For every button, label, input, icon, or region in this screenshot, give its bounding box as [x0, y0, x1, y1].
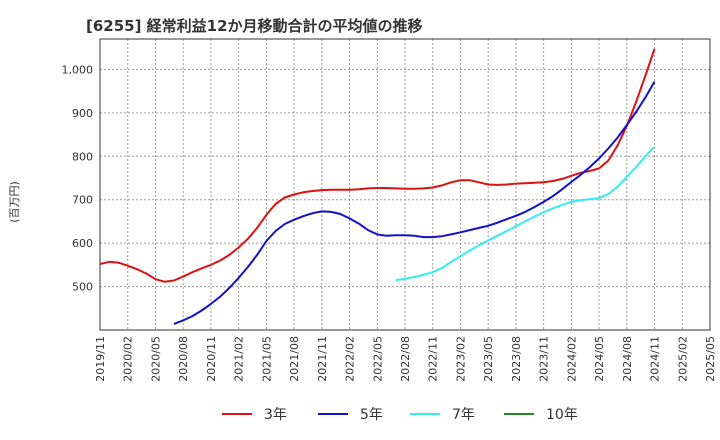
x-tick-label: 2022/08 — [399, 336, 412, 382]
x-tick-label: 2021/02 — [233, 336, 246, 382]
x-tick-label: 2020/02 — [122, 336, 135, 382]
x-tick-label: 2021/11 — [316, 336, 329, 382]
x-tick-label: 2024/08 — [621, 336, 634, 382]
series-lines — [99, 48, 656, 325]
x-tick-label: 2020/05 — [149, 336, 162, 382]
chart-title: [6255] 経常利益12か月移動合計の平均値の推移 — [86, 17, 423, 35]
x-tick-label: 2020/08 — [177, 336, 190, 382]
plot-frame — [99, 38, 711, 331]
legend-label-1: 3年 — [264, 407, 287, 423]
x-tick-label: 2022/05 — [371, 336, 384, 382]
x-tick-label: 2023/02 — [454, 336, 467, 382]
y-tick-label: 500 — [72, 281, 93, 294]
x-tick-label: 2021/05 — [260, 336, 273, 382]
y-axis-label: (百万円) — [8, 181, 21, 223]
y-tick-label: 800 — [72, 150, 93, 163]
y-tick-label: 1,000 — [62, 63, 94, 76]
y-tick-label: 700 — [72, 194, 93, 207]
x-tick-label: 2024/05 — [593, 336, 606, 382]
x-tick-label: 2020/11 — [205, 336, 218, 382]
y-tick-label: 900 — [72, 107, 93, 120]
x-tick-label: 2023/08 — [510, 336, 523, 382]
x-tick-label: 2024/02 — [565, 336, 578, 382]
x-tick-label: 2023/05 — [482, 336, 495, 382]
legend-label-4: 10年 — [546, 407, 578, 423]
x-tick-label: 2022/11 — [427, 336, 440, 382]
y-tick-labels: 500 600 700 800 900 1,000 — [62, 63, 94, 293]
x-tick-label: 2022/02 — [344, 336, 357, 382]
x-tick-label: 2025/05 — [704, 336, 717, 382]
legend: 3年 5年 7年 10年 — [222, 407, 578, 423]
x-tick-label: 2024/11 — [649, 336, 662, 382]
legend-label-2: 5年 — [360, 407, 383, 423]
y-tick-label: 600 — [72, 237, 93, 250]
legend-label-3: 7年 — [452, 407, 475, 423]
series-line-3 — [395, 146, 656, 282]
series-line-2 — [173, 81, 656, 325]
x-tick-label: 2025/02 — [676, 336, 689, 382]
x-tick-label: 2019/11 — [94, 336, 107, 382]
x-tick-labels: 2019/11 2020/02 2020/05 2020/08 2020/11 2021/… — [94, 336, 717, 382]
x-tick-label: 2021/08 — [288, 336, 301, 382]
grid — [99, 39, 711, 330]
series-line-1 — [99, 48, 656, 283]
x-tick-label: 2023/11 — [538, 336, 551, 382]
